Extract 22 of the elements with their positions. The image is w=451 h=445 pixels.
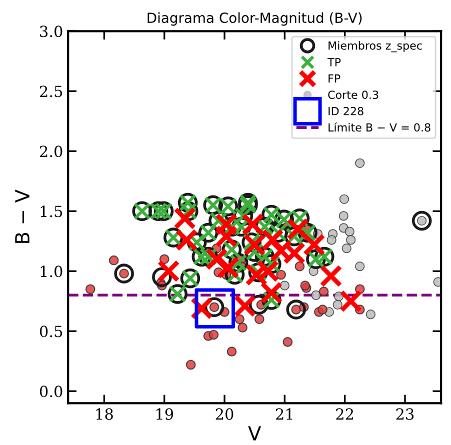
x-tick-label: 20 — [216, 408, 234, 420]
y-tick-label: 1.5 — [40, 206, 62, 218]
x-tick-label: 18 — [96, 408, 113, 420]
y-axis-title: B − V — [15, 190, 30, 243]
legend-label: TP — [327, 58, 341, 66]
x-tick-label: 22 — [336, 408, 354, 420]
x-axis-title: V — [248, 426, 262, 440]
legend-label: ID 228 — [328, 106, 364, 116]
y-tick-label: 3.0 — [40, 26, 62, 38]
x-tick-label: 23 — [396, 408, 414, 420]
y-tick-label: 0.0 — [40, 386, 62, 398]
legend-label: Corte 0.3 — [328, 90, 378, 99]
x-tick-label: 19 — [156, 408, 174, 420]
legend-label: FP — [328, 74, 340, 83]
y-tick-label: 0.5 — [40, 326, 62, 338]
legend-label: Límite B − V = 0.8 — [328, 122, 430, 132]
x-tick-label: 21 — [276, 408, 292, 420]
y-tick-label: 2.0 — [40, 146, 62, 158]
y-tick-label: 1.0 — [40, 266, 62, 278]
y-tick-label: 2.5 — [40, 86, 62, 98]
chart-title: Diagrama Color-Magnitud (B-V) — [148, 12, 362, 26]
legend-label: Miembros z_spec — [328, 41, 422, 52]
